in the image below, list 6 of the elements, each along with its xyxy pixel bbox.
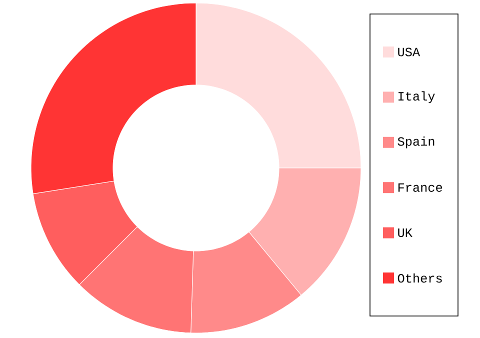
legend-label: Italy [398, 91, 435, 104]
legend-label: Others [398, 273, 442, 283]
legend-label: Spain [398, 136, 434, 148]
legend-label: UK [398, 228, 412, 238]
legend-label: USA [398, 48, 420, 56]
legend-label: France [398, 183, 442, 192]
